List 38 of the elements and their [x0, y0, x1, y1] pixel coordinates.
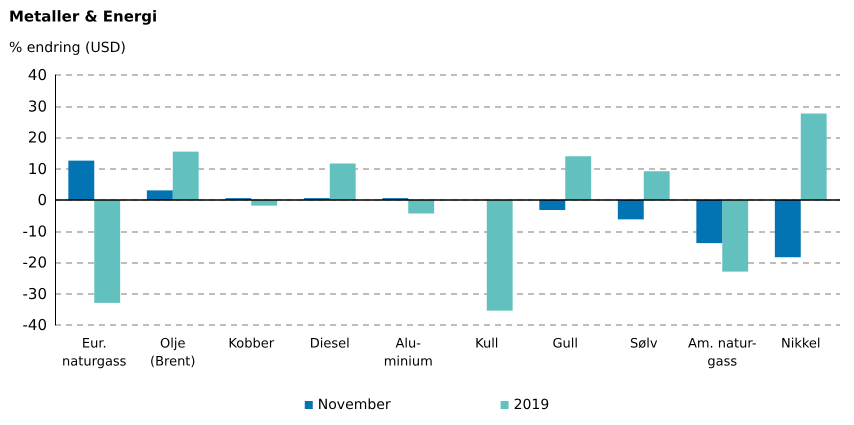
- chart-title: Metaller & Energi: [9, 8, 158, 26]
- x-tick-label: Olje (Brent): [150, 336, 196, 370]
- bar: [565, 156, 592, 200]
- y-tick-label: 0: [37, 191, 47, 209]
- bar: [172, 152, 199, 200]
- x-tick-label: Nikkel: [780, 336, 821, 352]
- bar: [539, 200, 566, 210]
- x-tick-label: Sølv: [630, 336, 658, 352]
- y-axis-title: % endring (USD): [9, 40, 126, 56]
- x-tick-label: Am. natur- gass: [688, 336, 757, 370]
- x-tick-label: Alu- minium: [384, 336, 433, 370]
- y-tick-label: -20: [22, 254, 47, 272]
- y-tick-label: 10: [28, 160, 47, 178]
- bar: [644, 171, 670, 200]
- bar: [722, 200, 748, 272]
- bar: [774, 200, 801, 258]
- x-tick-label: Eur. naturgass: [62, 336, 127, 370]
- y-tick-label: 30: [28, 97, 47, 116]
- bar: [94, 200, 120, 303]
- y-tick-label: -30: [22, 284, 47, 303]
- y-tick-label: -40: [22, 316, 47, 334]
- x-tick-label: Kobber: [228, 336, 275, 352]
- bar: [696, 200, 722, 244]
- legend-label: 2019: [514, 397, 550, 413]
- bar: [800, 113, 827, 200]
- y-tick-label: -10: [22, 222, 47, 240]
- bar: [486, 200, 513, 311]
- bar: [68, 160, 94, 200]
- x-tick-label: Kull: [475, 336, 498, 352]
- y-tick-label: 40: [28, 66, 47, 84]
- x-tick-label: Gull: [552, 336, 578, 352]
- bar: [618, 200, 644, 220]
- x-tick-label: Diesel: [310, 336, 350, 352]
- bar: [146, 190, 173, 200]
- y-tick-label: 20: [28, 128, 47, 146]
- legend-label: November: [318, 397, 391, 413]
- bar: [330, 163, 356, 200]
- bar: [408, 200, 434, 214]
